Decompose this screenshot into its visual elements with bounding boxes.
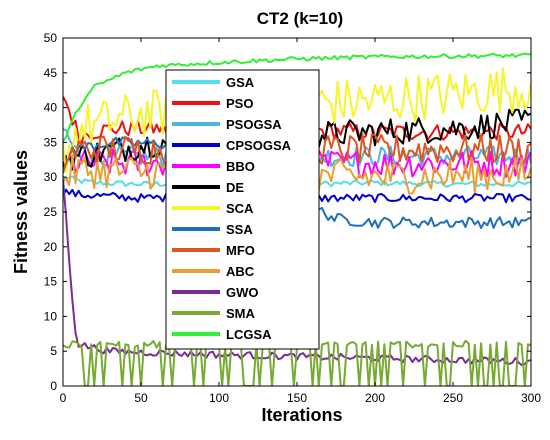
x-tick-label: 150 <box>287 391 307 405</box>
legend-label: PSOGSA <box>226 117 282 132</box>
y-tick-label: 5 <box>50 344 57 358</box>
y-tick-label: 10 <box>44 309 58 323</box>
legend-label: GWO <box>226 285 259 300</box>
legend-label: ABC <box>226 264 255 279</box>
y-tick-label: 35 <box>44 135 58 149</box>
series-line-lcgsa <box>63 52 531 143</box>
y-tick-label: 15 <box>44 275 58 289</box>
x-tick-label: 200 <box>365 391 385 405</box>
x-tick-label: 300 <box>521 391 541 405</box>
legend-label: LCGSA <box>226 327 272 342</box>
chart-title: CT2 (k=10) <box>257 9 343 28</box>
legend-label: GSA <box>226 75 255 90</box>
x-tick-label: 100 <box>209 391 229 405</box>
y-tick-label: 30 <box>44 170 58 184</box>
y-tick-label: 25 <box>44 205 58 219</box>
x-tick-label: 0 <box>60 391 67 405</box>
legend-label: DE <box>226 180 244 195</box>
ticks-layer: 0 50 100 150 200 250 300 0 5 10 15 20 25 30 35 40 45 50 <box>44 31 542 405</box>
x-axis-label: Iterations <box>261 405 342 425</box>
y-tick-label: 45 <box>44 66 58 80</box>
x-tick-label: 250 <box>443 391 463 405</box>
legend-label: BBO <box>226 159 255 174</box>
legend-label: SCA <box>226 201 254 216</box>
y-tick-label: 40 <box>44 101 58 115</box>
legend: GSA PSO PSOGSA CPSOGSA BBO DE SCA SSA MFO ABC GWO S… <box>165 69 320 350</box>
y-tick-label: 0 <box>50 379 57 393</box>
x-tick-label: 50 <box>134 391 148 405</box>
series-line-gwo <box>63 179 531 366</box>
legend-label: PSO <box>226 96 253 111</box>
legend-label: SSA <box>226 222 253 237</box>
legend-label: MFO <box>226 243 255 258</box>
y-tick-label: 20 <box>44 240 58 254</box>
y-tick-label: 50 <box>44 31 58 45</box>
y-axis-label: Fitness values <box>11 150 31 274</box>
legend-label: SMA <box>226 306 256 321</box>
legend-label: CPSOGSA <box>226 138 292 153</box>
